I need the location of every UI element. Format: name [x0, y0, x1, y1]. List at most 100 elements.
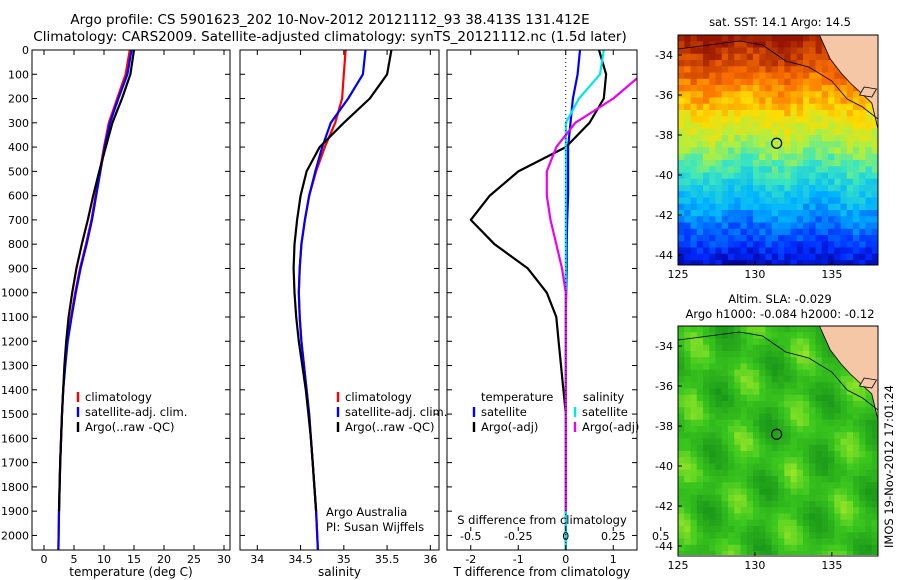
sst_map-cell	[734, 160, 741, 167]
sla_map-cell	[703, 326, 710, 333]
sla_map-cell	[771, 382, 779, 389]
sst_map-cell	[753, 241, 760, 248]
sst_map-cell	[821, 47, 829, 55]
sla_map-cell	[753, 369, 760, 377]
sla_map-cell	[703, 457, 710, 464]
sla_map-cell	[696, 494, 704, 502]
sla_map-cell	[740, 501, 748, 508]
sst_map-cell	[734, 235, 741, 242]
sla_map-cell	[796, 376, 804, 383]
sst_map-cell	[859, 185, 866, 192]
sla_map-cell	[790, 332, 798, 339]
sst_map-cell	[796, 122, 804, 130]
sst_map-cell	[696, 178, 704, 186]
sla_map-cell	[709, 551, 716, 555]
sst_map-cell	[740, 72, 748, 80]
sla_map-cell	[715, 426, 723, 433]
sla_map-cell	[828, 451, 835, 458]
sst_map-cell	[821, 141, 829, 148]
sst_map-cell	[828, 222, 835, 230]
sst_map-cell	[753, 53, 760, 61]
sst_map-cell	[746, 110, 754, 117]
sst_map-cell	[690, 116, 698, 123]
sla_map-cell	[715, 388, 723, 396]
sla_map-cell	[696, 344, 704, 352]
sla_map-cell	[821, 476, 829, 483]
sst_map-cell	[728, 185, 735, 192]
sla_map-cell	[771, 444, 779, 452]
sst_map-cell	[690, 66, 698, 73]
sla_map-cell	[703, 438, 710, 446]
sst_map-cell	[803, 72, 810, 80]
sst_map-cell	[796, 166, 804, 173]
sst_map-cell	[790, 41, 798, 48]
sla_map-cell	[734, 513, 741, 521]
sst_map-cell	[715, 47, 723, 55]
sla_map-cell	[790, 494, 798, 502]
sla_map-cell	[834, 369, 841, 377]
sst_map-cell	[678, 116, 685, 123]
sla_map-cell	[753, 388, 760, 396]
sla_map-cell	[734, 463, 741, 471]
sst_map-cell	[778, 191, 785, 198]
sla_map-cell	[740, 326, 748, 333]
sla_map-cell	[871, 551, 878, 555]
sst_map-cell	[865, 253, 873, 261]
sla_map-cell	[734, 432, 741, 439]
sla_map-cell	[771, 538, 779, 546]
sla_map-cell	[821, 369, 829, 377]
sla_map-cell	[765, 338, 773, 346]
sla_map-cell	[753, 444, 760, 452]
sst_map-cell	[721, 103, 729, 111]
sst_map-cell	[703, 91, 710, 98]
sst_map-cell	[803, 85, 810, 92]
sst_map-cell	[796, 110, 804, 117]
sst_map-cell	[740, 222, 748, 230]
sla_map-cell	[696, 457, 704, 464]
sla_map-cell	[715, 538, 723, 546]
sla_map-cell	[721, 344, 729, 352]
sst_map-cell	[728, 66, 735, 73]
sst_map-cell	[815, 103, 823, 111]
sst_map-cell	[809, 91, 816, 98]
difference-panel: -2 -1 0 1T difference from climatologytempe…	[446, 49, 670, 579]
sst_map-cell	[778, 222, 785, 230]
sla_map-cell	[809, 388, 816, 396]
sst_map-cell	[871, 147, 878, 155]
sla_map-cell	[715, 482, 723, 489]
sst_map-cell	[709, 185, 716, 192]
sla_map-cell	[721, 451, 729, 458]
sla_map-cell	[746, 438, 754, 446]
sst_map-cell	[759, 247, 766, 255]
sla_map-cell	[759, 526, 766, 533]
sst_map-cell	[809, 141, 816, 148]
sst_map-cell	[765, 110, 773, 117]
sst_map-cell	[728, 166, 735, 173]
sla_map-cell	[859, 444, 866, 452]
sst_map-cell	[740, 122, 748, 130]
sst_map-cell	[815, 166, 823, 173]
sla_map-cell	[828, 476, 835, 483]
sla_map-cell	[821, 494, 829, 502]
sst_map-cell	[865, 110, 873, 117]
sst_map-cell	[803, 78, 810, 86]
sla_map-cell	[828, 482, 835, 489]
sst_map-cell	[721, 122, 729, 130]
sst_map-cell	[771, 260, 779, 265]
sst_map-cell	[828, 203, 835, 211]
sla_map-cell	[771, 394, 779, 402]
sst_map-cell	[715, 222, 723, 230]
sst_map-cell	[853, 153, 860, 161]
sst_map-cell	[821, 210, 829, 217]
sst_map-cell	[821, 178, 829, 186]
sla_map-cell	[784, 501, 791, 508]
sla_map-cell	[859, 526, 866, 533]
sla_map-cell	[859, 401, 866, 408]
sla_map-cell	[853, 538, 860, 546]
sst_map-cell	[778, 166, 785, 173]
sst_map-cell	[753, 85, 760, 92]
sla_map-cell	[728, 413, 735, 421]
sla_map-cell	[678, 357, 685, 364]
sla_map-cell	[703, 494, 710, 502]
sst_map-cell	[790, 91, 798, 98]
